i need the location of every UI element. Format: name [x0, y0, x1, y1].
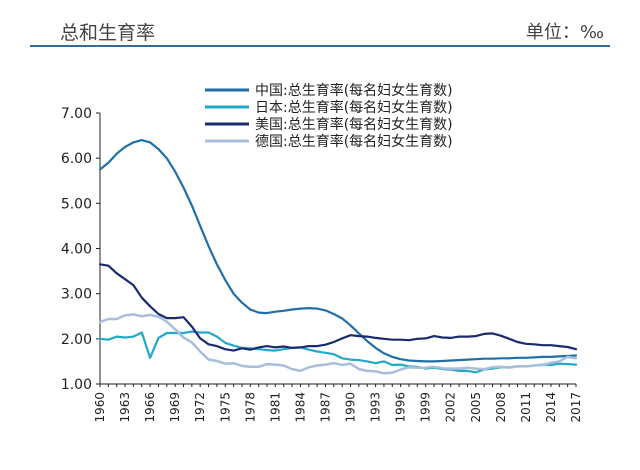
x-tick-label: 1963 — [118, 392, 132, 423]
y-tick-label: 5.00 — [61, 196, 92, 212]
x-tick-label: 1999 — [419, 392, 433, 423]
x-tick-label: 1972 — [193, 392, 207, 423]
y-tick-label: 6.00 — [61, 151, 92, 167]
x-tick-label: 2005 — [469, 392, 483, 423]
series-line-3 — [98, 313, 578, 375]
x-tick-label: 2008 — [494, 392, 508, 423]
x-tick-label: 1987 — [318, 392, 332, 423]
legend-label-0: 中国:总生育率(每名妇女生育数) — [255, 82, 453, 99]
unit-value: ‰ — [579, 22, 604, 43]
x-tick-label: 1990 — [344, 392, 358, 423]
y-tick-label: 2.00 — [61, 332, 92, 348]
x-tick-label: 1978 — [243, 392, 257, 423]
x-tick-label: 1969 — [168, 392, 182, 423]
x-tick-label: 1993 — [369, 392, 383, 423]
x-tick-label: 2011 — [519, 392, 533, 423]
chart-header: 总和生育率 单位：‰ — [0, 0, 640, 50]
x-tick-label: 1966 — [143, 392, 157, 423]
legend-label-1: 日本:总生育率(每名妇女生育数) — [255, 99, 453, 116]
series-line-2 — [98, 263, 578, 352]
x-tick-label: 1984 — [293, 392, 307, 423]
legend-label-2: 美国:总生育率(每名妇女生育数) — [255, 116, 453, 133]
x-tick-label: 2014 — [544, 392, 558, 423]
x-tick-label: 1981 — [268, 392, 282, 423]
x-tick-label: 1975 — [218, 392, 232, 423]
legend-label-3: 德国:总生育率(每名妇女生育数) — [255, 133, 453, 150]
chart-title: 总和生育率 — [60, 22, 156, 44]
y-tick-label: 1.00 — [61, 377, 92, 393]
x-tick-label: 2017 — [569, 392, 583, 423]
x-tick-label: 1960 — [93, 392, 107, 423]
x-tick-label: 2002 — [444, 392, 458, 423]
y-tick-label: 7.00 — [61, 106, 92, 122]
y-tick-label: 4.00 — [61, 242, 92, 258]
header-divider — [30, 45, 610, 47]
unit-label: 单位：‰ — [526, 18, 604, 44]
series-line-0 — [98, 139, 578, 363]
unit-prefix: 单位： — [525, 22, 580, 43]
x-tick-label: 1996 — [394, 392, 408, 423]
y-tick-label: 3.00 — [61, 287, 92, 303]
